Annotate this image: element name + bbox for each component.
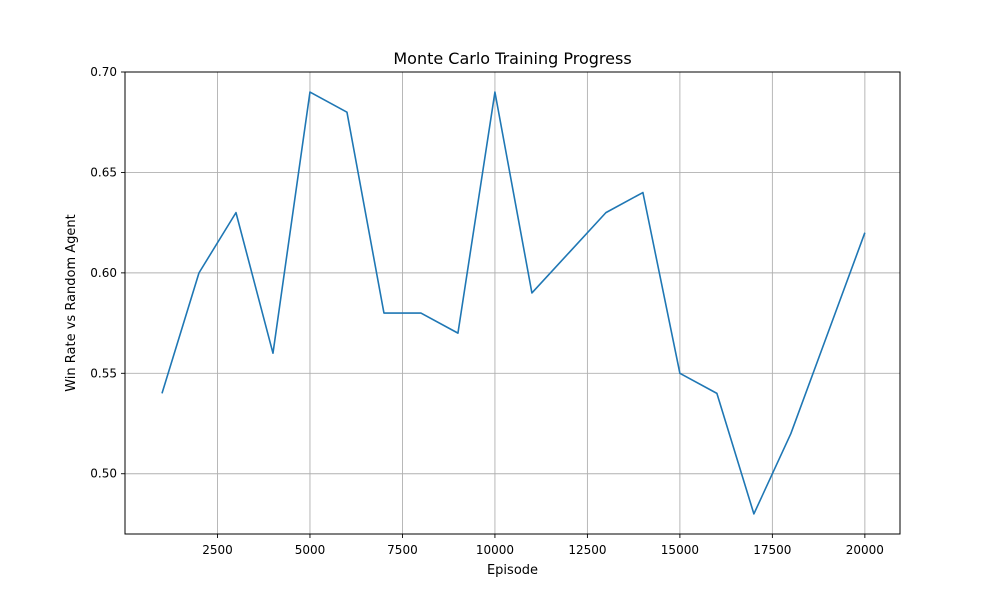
x-tick-label: 7500 <box>387 543 418 557</box>
x-tick-label: 17500 <box>753 543 791 557</box>
series-layer <box>161 91 866 515</box>
x-tick-label: 20000 <box>846 543 884 557</box>
y-tick-label: 0.60 <box>90 266 117 280</box>
x-tick-label: 15000 <box>661 543 699 557</box>
plot-frame <box>124 71 901 535</box>
grid <box>125 71 900 534</box>
x-axis-ticks: 2500 5000 7500 10000 12500 15000 17500 20000 <box>202 534 884 557</box>
chart-title: Monte Carlo Training Progress <box>393 49 631 68</box>
x-tick-label: 12500 <box>568 543 606 557</box>
y-axis-ticks: 0.50 0.55 0.60 0.65 0.70 <box>90 65 125 481</box>
y-tick-label: 0.70 <box>90 65 117 79</box>
y-tick-label: 0.50 <box>90 467 117 481</box>
win-rate-line <box>161 91 866 515</box>
x-tick-label: 10000 <box>476 543 514 557</box>
plot-area <box>125 72 900 534</box>
y-axis-label: Win Rate vs Random Agent <box>64 214 79 392</box>
x-tick-label: 5000 <box>295 543 326 557</box>
x-tick-label: 2500 <box>202 543 233 557</box>
x-axis-label: Episode <box>487 563 538 578</box>
y-tick-label: 0.65 <box>90 165 117 179</box>
y-tick-label: 0.55 <box>90 366 117 380</box>
